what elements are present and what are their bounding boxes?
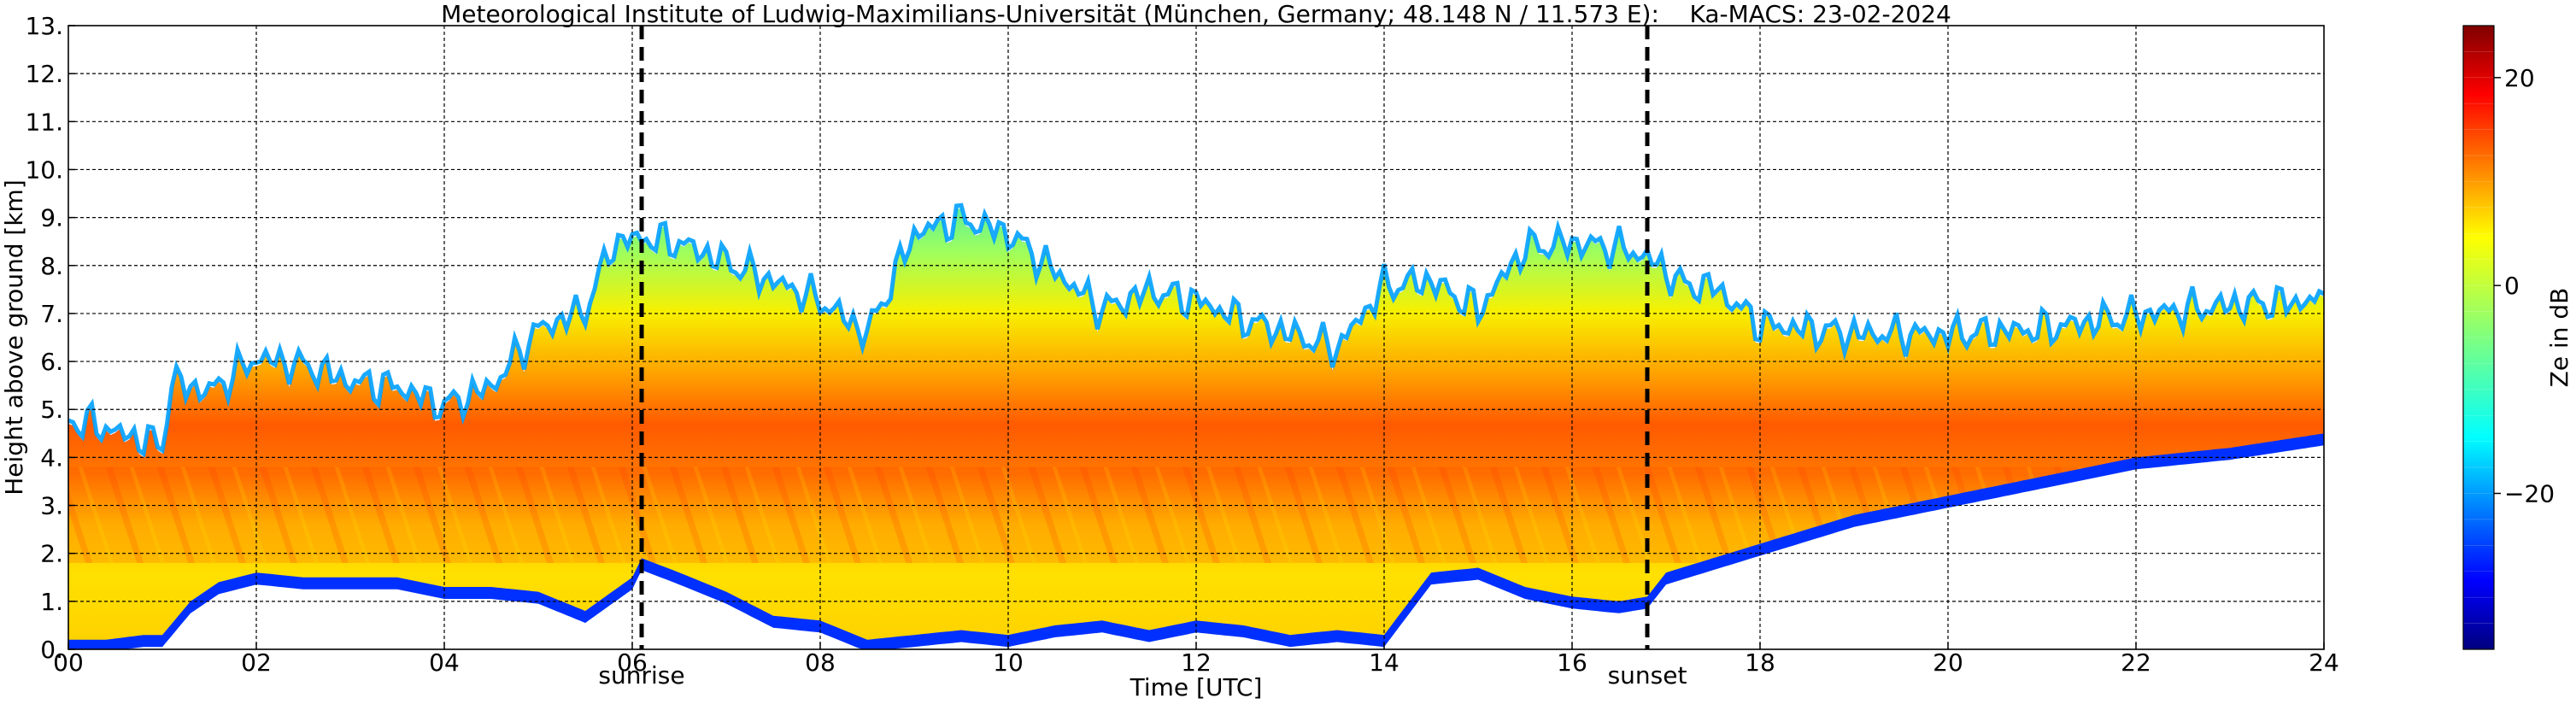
- y-tick-label: 13.: [25, 12, 63, 40]
- x-tick-label: 12: [1181, 648, 1212, 677]
- y-tick-label: 10.: [25, 155, 63, 184]
- x-axis-label: Time [UTC]: [1130, 673, 1263, 701]
- chart-title: Meteorological Institute of Ludwig-Maxim…: [441, 0, 1951, 28]
- y-tick-label: 5.: [40, 396, 63, 424]
- x-tick-label: 08: [805, 648, 836, 677]
- grid-lines: [68, 26, 2324, 649]
- x-tick-label: 22: [2121, 648, 2151, 677]
- x-tick-label: 00: [53, 648, 84, 677]
- x-tick-label: 18: [1745, 648, 1775, 677]
- y-axis: 0. 1. 2. 3. 4. 5. 6. 7. 8. 9. 10. 11. 12. 13.: [25, 12, 75, 664]
- y-axis-label: Height above ground [km]: [0, 179, 28, 496]
- x-tick-label: 16: [1557, 648, 1587, 677]
- x-tick-label: 14: [1369, 648, 1399, 677]
- colorbar: −20 0 20 Ze in dB: [2462, 25, 2573, 650]
- y-tick-label: 11.: [25, 108, 63, 136]
- x-tick-label: 06: [617, 648, 648, 677]
- y-tick-label: 6.: [40, 348, 63, 376]
- y-tick-label: 4.: [40, 443, 63, 472]
- y-tick-label: 12.: [25, 60, 63, 88]
- y-tick-label: 7.: [40, 300, 63, 328]
- colorbar-label: Ze in dB: [2545, 288, 2573, 388]
- colorbar-tick-label: 20: [2504, 64, 2535, 92]
- event-label-sunrise: sunrise: [598, 661, 684, 689]
- y-tick-label: 8.: [40, 252, 63, 280]
- y-tick-label: 1.: [40, 588, 63, 616]
- event-label-sunset: sunset: [1608, 661, 1687, 689]
- x-tick-label: 24: [2309, 648, 2339, 677]
- colorbar-frame: [2462, 25, 2495, 650]
- echo-top-edge: [68, 202, 2324, 458]
- x-tick-label: 02: [241, 648, 272, 677]
- y-tick-label: 2.: [40, 540, 63, 568]
- x-tick-label: 04: [429, 648, 460, 677]
- colorbar-tick-label: 0: [2504, 272, 2520, 300]
- y-tick-label: 9.: [40, 204, 63, 232]
- colorbar-gradient: [2463, 26, 2494, 649]
- event-markers: sunrise sunset: [598, 26, 1687, 689]
- x-axis: 00 02 04 06 08 10 12 14 16 18 20 22 24: [53, 642, 2339, 677]
- y-tick-label: 3.: [40, 492, 63, 520]
- x-tick-label: 10: [993, 648, 1024, 677]
- colorbar-tick-label: −20: [2504, 480, 2555, 508]
- y-tick-label: 0.: [40, 636, 63, 664]
- x-tick-label: 20: [1933, 648, 1963, 677]
